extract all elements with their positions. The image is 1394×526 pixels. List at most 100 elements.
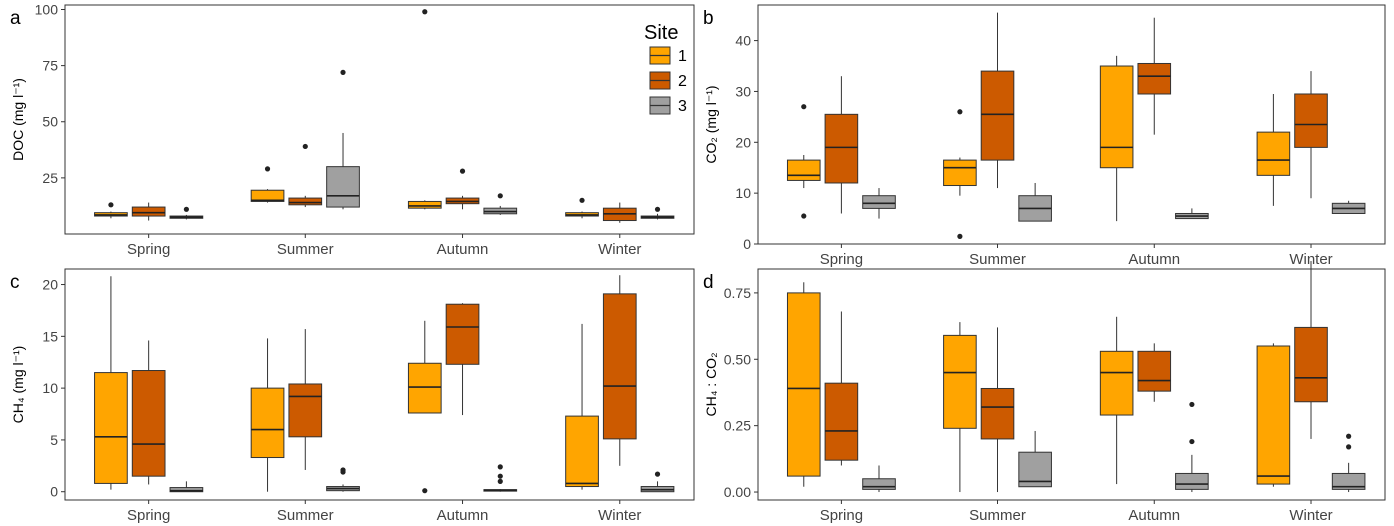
box-body (786, 159, 821, 181)
x-tick-label: Spring (127, 507, 170, 524)
x-tick-label: Autumn (437, 507, 489, 524)
box-site3-summer (1018, 182, 1052, 222)
box-site2-autumn (445, 168, 480, 210)
outlier-point (183, 206, 189, 212)
outlier-point (654, 206, 661, 212)
box-body (824, 113, 859, 184)
box-body (565, 415, 599, 488)
outlier-point (579, 197, 585, 203)
y-tick-label: 25 (42, 170, 58, 186)
box-body (131, 206, 166, 217)
y-axis-label: CH₄ (mg l⁻¹) (10, 346, 26, 424)
legend: Site 1 2 3 (644, 22, 687, 115)
y-tick-label: 0 (50, 484, 58, 500)
box-body (250, 189, 285, 202)
x-tick-label: Spring (820, 251, 863, 268)
y-axis-label: CH₄ : CO₂ (703, 352, 719, 416)
box-body (288, 383, 323, 438)
box-site3-spring (862, 188, 896, 219)
panel-letter: c (10, 272, 20, 293)
box-site3-summer (326, 69, 360, 210)
y-tick-label: 0.00 (724, 484, 751, 500)
outlier-point (957, 233, 963, 239)
outlier-point (422, 9, 428, 15)
outlier-point (340, 69, 346, 75)
box-site2-winter (602, 202, 637, 223)
y-tick-label: 10 (735, 185, 751, 201)
y-tick-label: 75 (42, 58, 58, 74)
box-site2-spring (131, 340, 166, 485)
y-tick-label: 40 (735, 33, 751, 49)
box-site2-summer (980, 327, 1015, 493)
box-site1-summer (250, 166, 285, 203)
box-site1-autumn (1099, 316, 1134, 485)
x-tick-label: Spring (820, 507, 863, 524)
box-site2-autumn (1137, 343, 1172, 402)
box-site2-summer (980, 12, 1015, 189)
box-body (862, 195, 896, 209)
y-tick-label: 0.50 (724, 351, 751, 367)
box-site3-summer (1018, 430, 1052, 488)
y-tick-label: 0.75 (724, 285, 751, 301)
x-tick-label: Autumn (1128, 251, 1180, 268)
legend-item-1: 1 (649, 46, 687, 65)
box-site3-summer (326, 467, 360, 492)
box-site3-autumn (1175, 401, 1209, 493)
x-tick-label: Winter (1289, 251, 1332, 268)
box-site1-spring (94, 202, 128, 219)
box-body (131, 370, 166, 477)
y-axis-label: DOC (mg l⁻¹) (10, 78, 26, 161)
box-body (602, 293, 637, 440)
box-site1-winter (565, 197, 599, 219)
box-site2-summer (288, 329, 323, 470)
box-site2-autumn (445, 303, 480, 416)
y-tick-label: 5 (50, 432, 58, 448)
box-site1-winter (1256, 93, 1291, 206)
y-tick-label: 100 (35, 1, 59, 17)
box-body (824, 382, 859, 461)
panel-border (64, 4, 695, 235)
box-body (1137, 62, 1172, 95)
box-site2-spring (824, 76, 859, 214)
outlier-point (1189, 438, 1195, 445)
box-body (862, 478, 896, 490)
box-body (326, 166, 360, 208)
y-tick-label: 0 (743, 236, 751, 252)
box-body (288, 197, 323, 206)
outlier-point (422, 488, 428, 494)
x-tick-label: Summer (277, 507, 334, 524)
box-body (1294, 93, 1328, 148)
box-site3-winter (1331, 200, 1366, 214)
outlier-point (497, 478, 503, 484)
y-tick-label: 20 (735, 134, 751, 150)
box-site2-winter (602, 275, 637, 466)
box-body (250, 387, 285, 459)
box-body (1099, 350, 1134, 416)
x-tick-label: Winter (598, 507, 641, 524)
outlier-point (1346, 444, 1352, 450)
y-tick-label: 20 (42, 277, 58, 293)
y-axis-label: CO₂ (mg l⁻¹) (703, 85, 719, 163)
x-tick-label: Summer (277, 241, 334, 258)
x-tick-label: Summer (969, 251, 1026, 268)
outlier-point (801, 104, 807, 110)
outlier-point (654, 471, 661, 477)
box-body (94, 372, 128, 484)
box-body (169, 487, 204, 493)
box-body (1175, 472, 1209, 490)
panel-letter: b (703, 8, 714, 29)
outlier-point (497, 193, 503, 199)
x-tick-label: Winter (1289, 507, 1332, 524)
panel-d: d 0.00 0.25 0.50 0.75 CH₄ : CO₂ Spring Summer Au… (703, 261, 1386, 524)
panel-b: b 0 10 20 30 40 CO₂ (mg l⁻¹) Spring Summer Autumn… (703, 4, 1386, 268)
box-site1-summer (943, 109, 977, 239)
outlier-point (1346, 433, 1352, 439)
box-site2-autumn (1137, 17, 1172, 135)
box-body (980, 70, 1015, 161)
legend-label-3: 3 (678, 98, 687, 115)
box-site2-winter (1294, 261, 1328, 439)
box-body (1256, 131, 1291, 176)
box-body (407, 362, 442, 414)
box-body (1256, 345, 1291, 485)
